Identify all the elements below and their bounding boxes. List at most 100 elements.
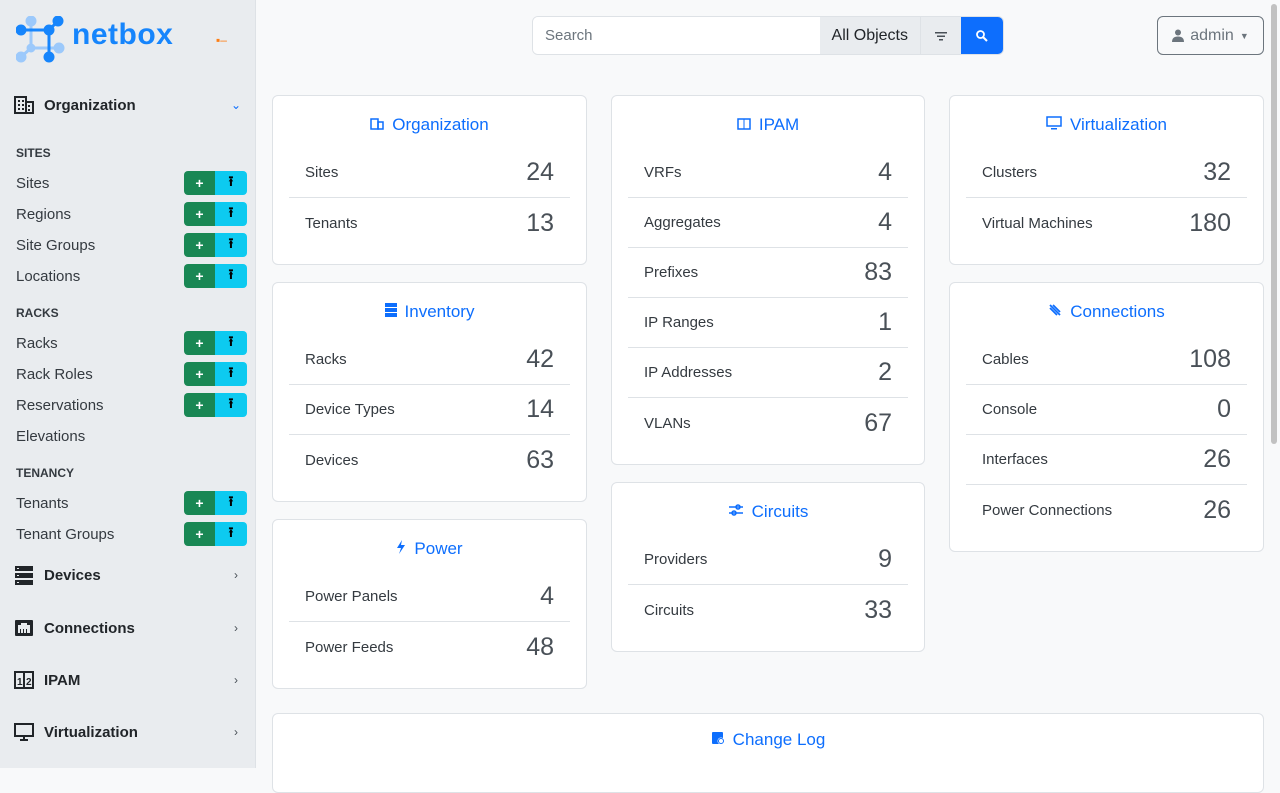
sidebar-item-regions[interactable]: Regions + ⭱ <box>16 202 247 226</box>
stat-label[interactable]: VLANs <box>644 414 691 432</box>
add-button[interactable]: + <box>184 362 215 386</box>
stat-label[interactable]: Cables <box>982 351 1029 368</box>
stat-label[interactable]: Prefixes <box>644 264 699 281</box>
filter-button[interactable] <box>921 17 961 54</box>
stat-row[interactable]: Console 0 <box>966 385 1247 435</box>
import-button[interactable]: ⭱ <box>215 171 247 195</box>
import-button[interactable]: ⭱ <box>215 264 247 288</box>
add-button[interactable]: + <box>184 202 215 226</box>
sidebar-item-tenant-groups[interactable]: Tenant Groups + ⭱ <box>16 522 247 546</box>
stat-row[interactable]: Power Connections 26 <box>966 485 1247 535</box>
sidebar-item-reservations[interactable]: Reservations + ⭱ <box>16 393 247 417</box>
stat-row[interactable]: IP Addresses 2 <box>628 348 908 398</box>
sidebar-item-label[interactable]: Racks <box>16 334 58 352</box>
stat-row[interactable]: Devices 63 <box>289 435 570 485</box>
card-title[interactable]: Organization <box>392 115 489 134</box>
card-title[interactable]: IPAM <box>758 115 800 134</box>
stat-label[interactable]: Racks <box>305 351 347 368</box>
sidebar-item-label[interactable]: Locations <box>16 267 81 285</box>
add-button[interactable]: + <box>184 171 215 195</box>
card-title[interactable]: Circuits <box>751 502 809 521</box>
nav-group-virtualization[interactable]: Virtualization › <box>14 720 242 744</box>
import-button[interactable]: ⭱ <box>215 522 247 546</box>
add-button[interactable]: + <box>184 233 215 257</box>
netbox-logo-icon[interactable] <box>16 16 68 64</box>
import-button[interactable]: ⭱ <box>215 233 247 257</box>
card-title[interactable]: Virtualization <box>1069 115 1168 134</box>
add-button[interactable]: + <box>184 393 215 417</box>
card-title[interactable]: Connections <box>1070 302 1165 321</box>
stat-row[interactable]: Power Panels 4 <box>289 572 570 622</box>
sidebar-item-rack-roles[interactable]: Rack Roles + ⭱ <box>16 362 247 386</box>
stat-label[interactable]: Circuits <box>644 601 695 619</box>
stat-label[interactable]: Power Panels <box>305 588 398 605</box>
stat-row[interactable]: Cables 108 <box>966 335 1247 385</box>
stat-row[interactable]: Clusters 32 <box>966 148 1247 198</box>
stat-label[interactable]: IP Addresses <box>644 364 733 381</box>
sidebar-item-racks[interactable]: Racks + ⭱ <box>16 331 247 355</box>
search-scope-select[interactable]: All Objects <box>819 17 921 54</box>
stat-row[interactable]: Power Feeds 48 <box>289 622 570 672</box>
add-button[interactable]: + <box>184 491 215 515</box>
sidebar-item-label[interactable]: Regions <box>16 205 72 223</box>
stat-label[interactable]: Console <box>982 401 1038 418</box>
stat-row[interactable]: VRFs 4 <box>628 148 908 198</box>
user-menu-button[interactable]: admin ▼ <box>1157 16 1264 55</box>
scrollbar[interactable] <box>1271 4 1277 444</box>
search-input[interactable] <box>533 17 820 54</box>
stat-row[interactable]: Aggregates 4 <box>628 198 908 248</box>
nav-group-organization[interactable]: Organization ⌄ <box>14 93 242 117</box>
stat-label[interactable]: VRFs <box>644 164 682 181</box>
add-button[interactable]: + <box>184 331 215 355</box>
stat-row[interactable]: VLANs 67 <box>628 398 908 448</box>
sidebar-item-sites[interactable]: Sites + ⭱ <box>16 171 247 195</box>
stat-label[interactable]: Clusters <box>982 164 1038 181</box>
sidebar-item-tenants[interactable]: Tenants + ⭱ <box>16 491 247 515</box>
card-title[interactable]: Power <box>414 539 463 558</box>
sidebar-item-label[interactable]: Site Groups <box>16 236 96 254</box>
card-title[interactable]: Change Log <box>732 730 826 749</box>
stat-label[interactable]: Providers <box>644 551 708 568</box>
import-button[interactable]: ⭱ <box>215 491 247 515</box>
stat-label[interactable]: Power Connections <box>982 501 1113 519</box>
stat-row[interactable]: Providers 9 <box>628 535 908 585</box>
stat-label[interactable]: Aggregates <box>644 214 721 231</box>
stat-label[interactable]: Virtual Machines <box>982 214 1093 232</box>
sidebar-item-elevations[interactable]: Elevations <box>16 424 247 448</box>
sidebar-item-label[interactable]: Sites <box>16 174 50 192</box>
import-button[interactable]: ⭱ <box>215 202 247 226</box>
import-button[interactable]: ⭱ <box>215 362 247 386</box>
stat-row[interactable]: Circuits 33 <box>628 585 908 635</box>
brand-name[interactable]: netbox <box>72 18 174 51</box>
stat-row[interactable]: Tenants 13 <box>289 198 570 248</box>
import-button[interactable]: ⭱ <box>215 331 247 355</box>
add-button[interactable]: + <box>184 522 215 546</box>
sidebar-item-locations[interactable]: Locations + ⭱ <box>16 264 247 288</box>
stat-row[interactable]: Virtual Machines 180 <box>966 198 1247 248</box>
import-button[interactable]: ⭱ <box>215 393 247 417</box>
stat-label[interactable]: Tenants <box>305 214 358 232</box>
stat-row[interactable]: Sites 24 <box>289 148 570 198</box>
sidebar-item-label[interactable]: Tenant Groups <box>16 525 115 543</box>
stat-label[interactable]: Power Feeds <box>305 638 394 656</box>
stat-label[interactable]: IP Ranges <box>644 314 714 331</box>
stat-label[interactable]: Interfaces <box>982 451 1048 468</box>
search-button[interactable] <box>961 17 1003 54</box>
sidebar-item-label[interactable]: Rack Roles <box>16 365 93 383</box>
add-button[interactable]: + <box>184 264 215 288</box>
stat-row[interactable]: Prefixes 83 <box>628 248 908 298</box>
stat-row[interactable]: Device Types 14 <box>289 385 570 435</box>
stat-label[interactable]: Devices <box>305 451 359 469</box>
sidebar-item-label[interactable]: Elevations <box>16 427 86 445</box>
sidebar-item-site-groups[interactable]: Site Groups + ⭱ <box>16 233 247 257</box>
pin-icon[interactable]: ▪– <box>216 33 227 47</box>
nav-group-connections[interactable]: Connections › <box>14 616 242 640</box>
stat-row[interactable]: IP Ranges 1 <box>628 298 908 348</box>
nav-group-devices[interactable]: Devices › <box>14 563 242 587</box>
sidebar-item-label[interactable]: Tenants <box>16 494 69 512</box>
stat-row[interactable]: Interfaces 26 <box>966 435 1247 485</box>
stat-label[interactable]: Device Types <box>305 401 395 418</box>
stat-row[interactable]: Racks 42 <box>289 335 570 385</box>
sidebar-item-label[interactable]: Reservations <box>16 396 104 414</box>
